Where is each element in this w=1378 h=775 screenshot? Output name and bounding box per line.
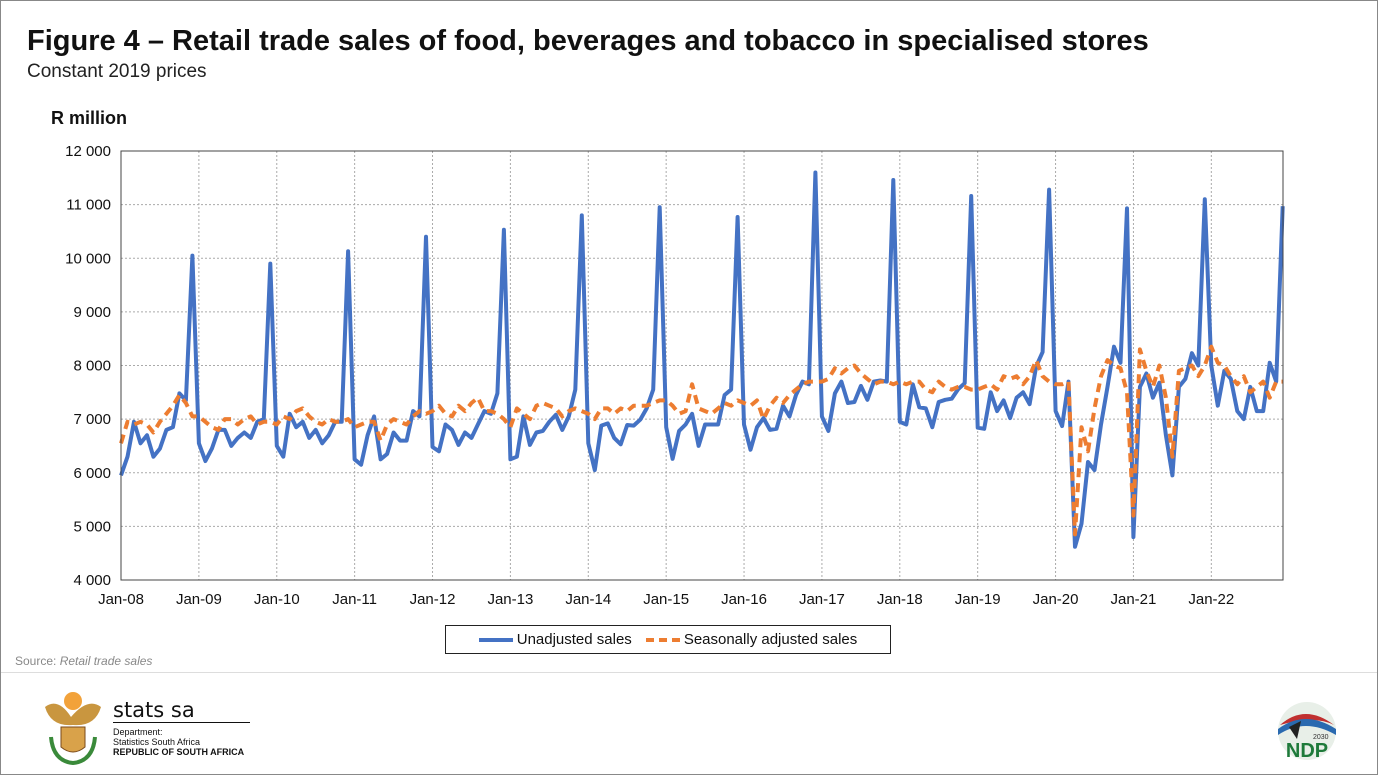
x-tick-label: Jan-08 <box>98 591 144 608</box>
legend: Unadjusted sales Seasonally adjusted sal… <box>445 625 891 654</box>
x-tick-label: Jan-11 <box>332 591 377 608</box>
x-tick-label: Jan-20 <box>1033 591 1079 608</box>
x-tick-label: Jan-21 <box>1111 591 1157 608</box>
x-tick-label: Jan-13 <box>487 591 533 608</box>
x-tick-label: Jan-18 <box>877 591 923 608</box>
source-prefix: Source: <box>15 654 60 668</box>
dept-line: Statistics South Africa <box>113 737 201 747</box>
gridlines <box>121 150 1283 581</box>
chart-title: Figure 4 – Retail trade sales of food, b… <box>27 25 1149 57</box>
y-tick-label: 12 000 <box>65 143 111 160</box>
x-tick-label: Jan-22 <box>1188 591 1234 608</box>
legend-swatch-solid <box>478 637 513 642</box>
legend-swatch-dashed <box>645 637 680 642</box>
y-tick-label: 9 000 <box>73 304 111 321</box>
ndp-text: NDP <box>1286 740 1328 762</box>
x-tick-label: Jan-12 <box>410 591 456 608</box>
footer-divider <box>1 672 1377 673</box>
dept-line: Department: <box>113 727 163 737</box>
legend-item-unadjusted: Unadjusted sales <box>478 631 632 648</box>
y-axis-ticks: 4 000 5 000 6 000 7 000 8 000 9 000 10 000 11 0… <box>65 143 111 589</box>
chart-subtitle: Constant 2019 prices <box>27 61 207 82</box>
legend-label: Unadjusted sales <box>516 631 632 648</box>
legend-item-seasonally-adjusted: Seasonally adjusted sales <box>645 631 858 648</box>
org-underline <box>113 722 250 723</box>
series-lines <box>119 170 1285 549</box>
y-tick-label: 5 000 <box>73 518 111 535</box>
y-axis-label: R million <box>51 108 127 128</box>
x-tick-label: Jan-16 <box>721 591 767 608</box>
x-tick-label: Jan-17 <box>799 591 845 608</box>
y-tick-label: 11 000 <box>66 197 111 214</box>
legend-label: Seasonally adjusted sales <box>683 631 858 648</box>
ndp-year: 2030 <box>1313 734 1329 741</box>
line-chart: 4 000 5 000 6 000 7 000 8 000 9 000 10 000 11 0… <box>65 143 1285 608</box>
dept-line-bold: REPUBLIC OF SOUTH AFRICA <box>113 747 245 757</box>
x-tick-label: Jan-09 <box>176 591 222 608</box>
source-note: Source: Retail trade sales <box>15 654 152 668</box>
y-tick-label: 4 000 <box>73 572 111 589</box>
x-tick-label: Jan-14 <box>565 591 611 608</box>
y-tick-label: 10 000 <box>65 250 111 267</box>
org-name: stats sa <box>113 698 195 722</box>
y-tick-label: 6 000 <box>73 465 111 482</box>
x-tick-label: Jan-15 <box>643 591 689 608</box>
series-line-unadjusted <box>119 170 1285 549</box>
ndp-2030-logo: 2030 NDP <box>1278 702 1336 762</box>
plot-area-border <box>120 150 1284 581</box>
y-tick-label: 7 000 <box>73 411 111 428</box>
source-name: Retail trade sales <box>59 654 153 668</box>
x-tick-label: Jan-10 <box>254 591 300 608</box>
coat-of-arms-logo <box>45 692 101 766</box>
series-line-seasonally-adjusted <box>119 344 1283 537</box>
x-axis-ticks: Jan-08 Jan-09 Jan-10 Jan-11 Jan-12 Jan-13 Jan-… <box>98 591 1234 608</box>
x-tick-label: Jan-19 <box>955 591 1001 608</box>
dept-block: Department: Statistics South Africa REPU… <box>113 727 244 757</box>
y-tick-label: 8 000 <box>73 358 111 375</box>
